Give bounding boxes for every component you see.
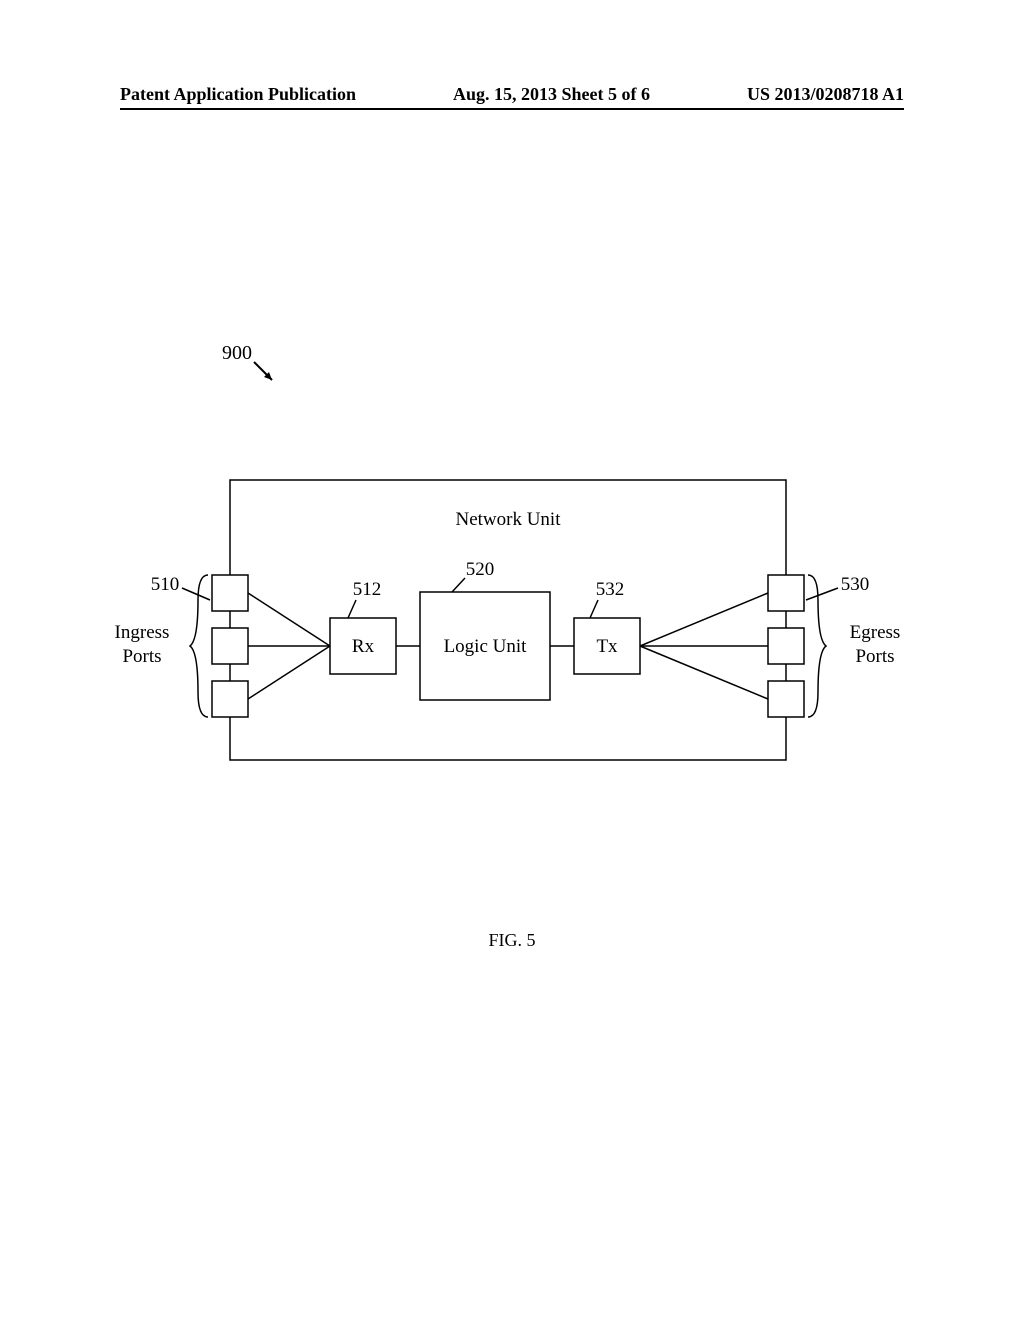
ingress-port-1 [212,575,248,611]
network-unit-diagram: Network Unit Ingress Ports Egress Ports … [100,470,924,790]
egress-label-2: Ports [855,646,894,667]
tx-label: Tx [596,636,618,657]
ingress-brace [190,575,208,717]
egress-port-2 [768,628,804,664]
ingress-label-2: Ports [122,646,161,667]
egress-line-1 [640,593,768,646]
ingress-line-3 [248,646,330,699]
ref-900: 900 [222,342,252,365]
ingress-line-1 [248,593,330,646]
egress-port-3 [768,681,804,717]
egress-port-1 [768,575,804,611]
leader-512 [348,600,356,618]
egress-label-1: Egress [850,622,901,643]
egress-line-3 [640,646,768,699]
network-unit-title: Network Unit [455,509,561,530]
ref-510: 510 [151,574,180,595]
leader-520 [452,578,465,592]
figure-caption: FIG. 5 [0,930,1024,951]
ref-520: 520 [466,559,495,580]
header-rule [120,108,904,110]
header-left: Patent Application Publication [120,84,356,105]
ingress-port-2 [212,628,248,664]
rx-label: Rx [352,636,375,657]
arrow-900-icon [252,360,282,390]
ref-512: 512 [353,579,382,600]
leader-530 [806,588,838,600]
header-right: US 2013/0208718 A1 [747,84,904,105]
ingress-port-3 [212,681,248,717]
leader-510 [182,588,210,600]
ref-532: 532 [596,579,625,600]
logic-unit-label: Logic Unit [444,636,528,657]
header-center: Aug. 15, 2013 Sheet 5 of 6 [453,84,650,105]
ref-530: 530 [841,574,870,595]
ingress-label-1: Ingress [115,622,170,643]
leader-532 [590,600,598,618]
